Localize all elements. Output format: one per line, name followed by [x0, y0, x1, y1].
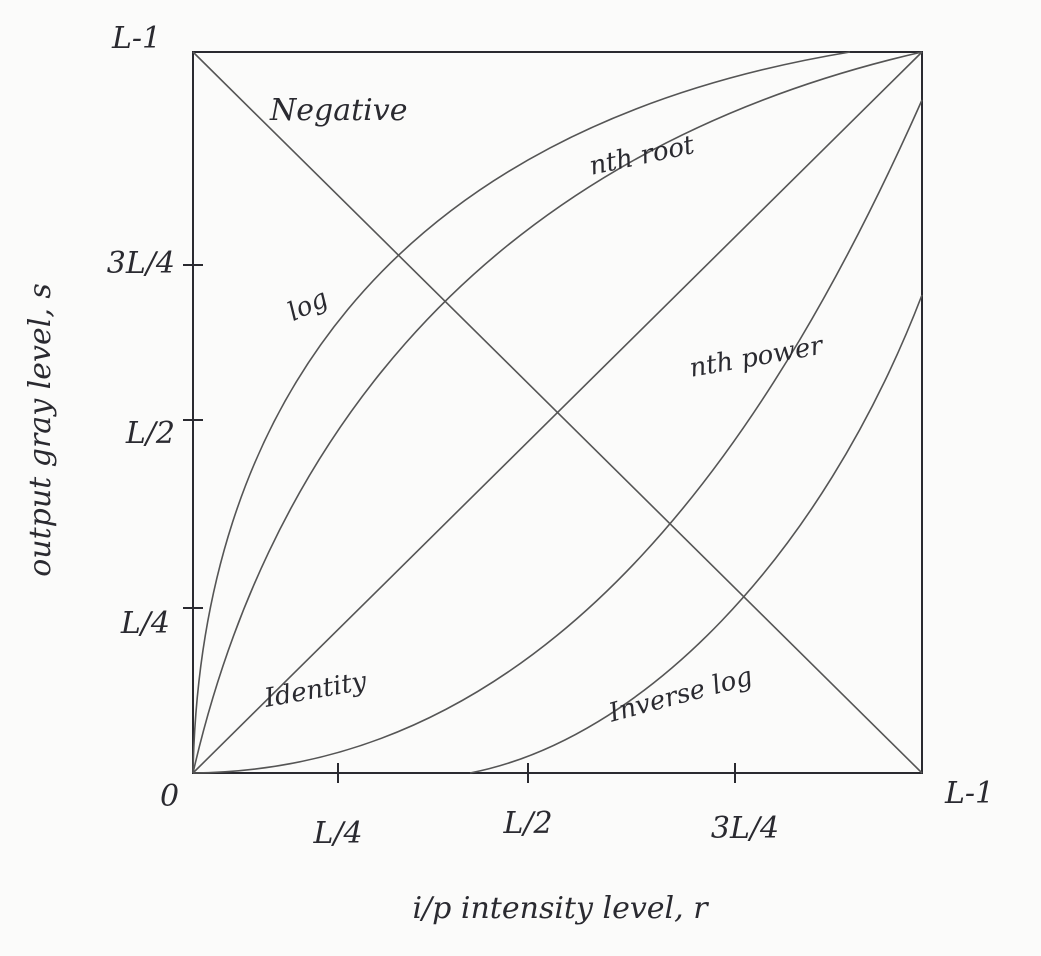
curve-label: nth root	[587, 130, 698, 182]
curve-label: Identity	[261, 666, 369, 714]
y-tick-label: L/2	[125, 416, 175, 451]
y-tick-label: L/4	[120, 606, 170, 641]
curve-label: log	[283, 283, 332, 327]
curve-label: nth power	[687, 331, 826, 384]
nth-power-curve	[193, 100, 922, 773]
x-tick-label: 3L/4	[711, 811, 779, 846]
x-axis-label: i/p intensity level, r	[412, 891, 709, 926]
origin-label: 0	[160, 779, 179, 814]
curve-label: Inverse log	[605, 661, 756, 728]
x-tick-label: L/4	[312, 816, 362, 851]
y-axis-label: output gray level, s	[23, 283, 58, 577]
x-max-label: L-1	[944, 776, 994, 811]
diagram: L-1 0 L-1 3L/4 L/2 L/4 L/4 L/2 3L/4 i/p …	[0, 0, 1041, 956]
curve-label: Negative	[269, 93, 407, 128]
y-tick-label: 3L/4	[107, 246, 175, 281]
y-max-label: L-1	[111, 21, 161, 56]
log-curve	[193, 52, 850, 773]
x-tick-label: L/2	[502, 806, 552, 841]
